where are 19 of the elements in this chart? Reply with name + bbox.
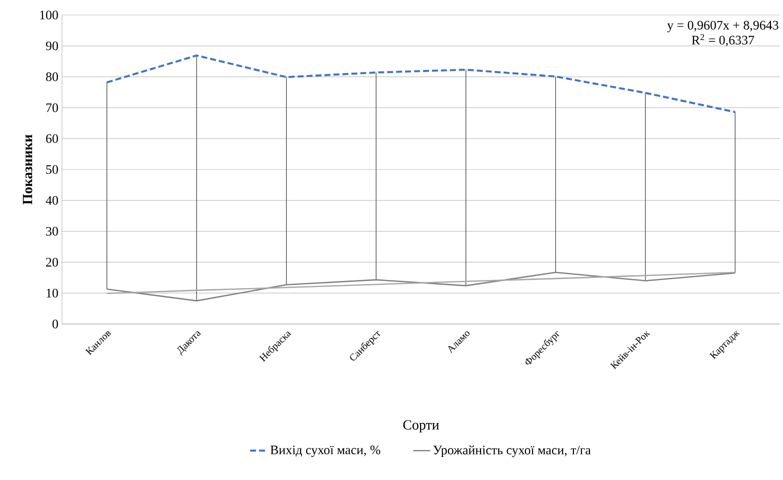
annotation: R$^{2}$ = 0,6337 [692,34,754,46]
annotation: y = 0,9607x + 8,9643 [667,20,778,32]
y-tick-label: 90 [46,42,58,50]
legend-label: Урожайність сухої маси, т/га [433,445,591,458]
y-tick-label: 80 [46,72,58,82]
y-tick-label: 40 [46,196,58,205]
line-series [106,272,736,302]
x-axis-title: Сорти [403,420,439,432]
y-tick-label: 60 [46,134,58,143]
y-tick-label: 30 [46,226,58,236]
y-tick-label: 0 [52,320,58,328]
y-tick-label: 70 [46,103,58,112]
y-tick-label: 20 [46,258,58,267]
line-series [106,54,736,114]
legend-label: Вихід сухої маси, % [270,446,380,457]
y-tick-label: 50 [46,165,58,174]
y-tick-label: 100 [40,10,58,20]
y-tick-label: 10 [46,288,58,298]
y-axis-title: Показники [22,134,32,204]
